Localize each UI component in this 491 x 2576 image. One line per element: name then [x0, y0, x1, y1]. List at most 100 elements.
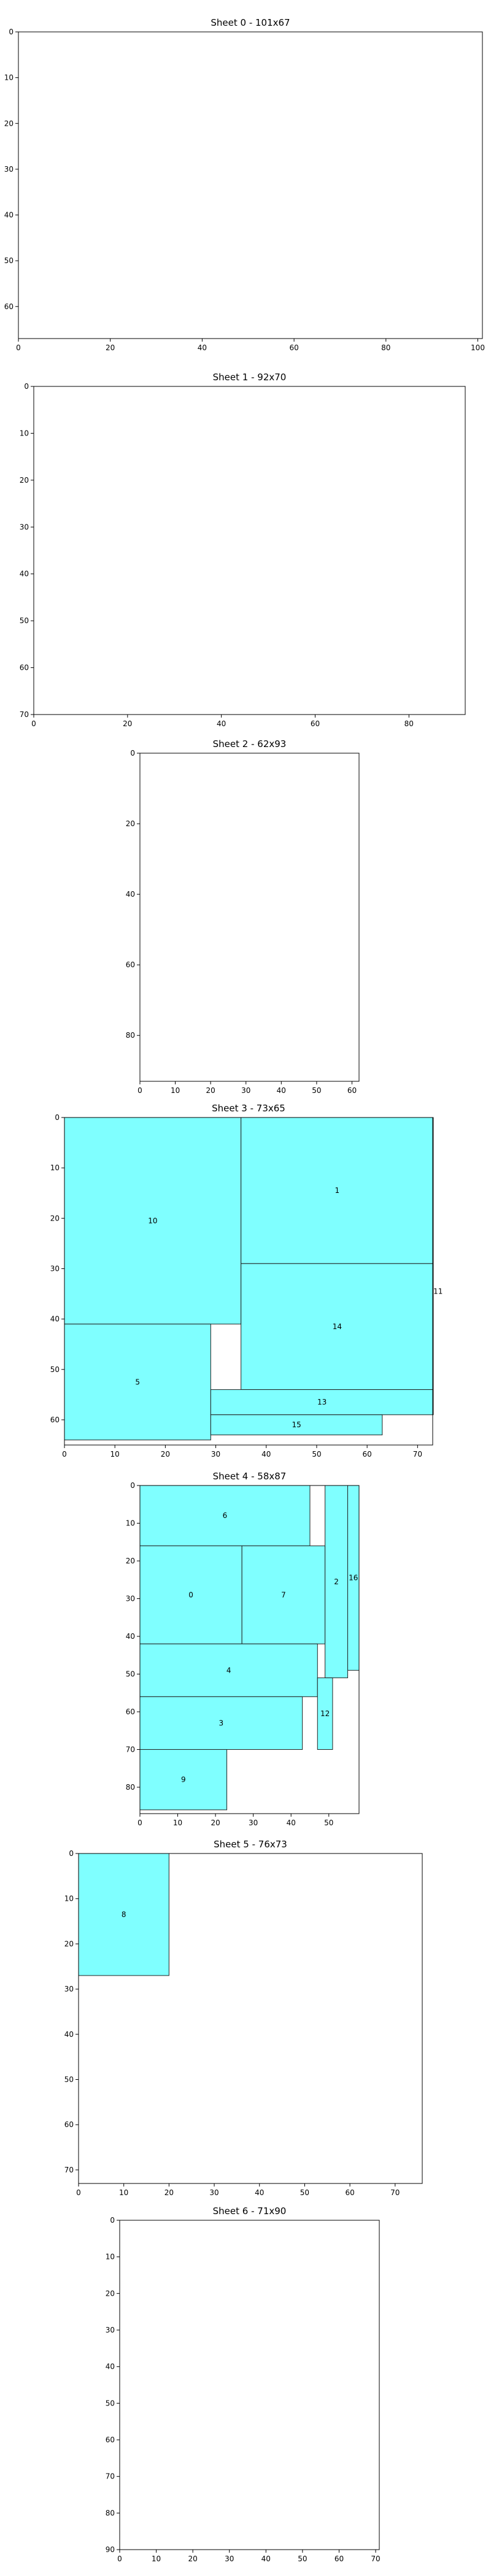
sheet-2-chart: Sheet 2 - 62x93 0 10 20 30 40 50 60 0 20 40 60 80	[126, 738, 360, 1095]
y-tick-label: 10	[64, 1895, 74, 1903]
piece-rect-5	[64, 1324, 211, 1441]
y-tick-label: 40	[126, 890, 135, 899]
x-tick-label: 50	[298, 2555, 307, 2563]
piece-rect-7	[241, 1545, 326, 1644]
y-tick-label: 0	[69, 1849, 74, 1858]
x-tick-label: 0	[62, 1450, 67, 1459]
x-tick-label: 80	[404, 719, 414, 728]
piece-label-14: 14	[333, 1322, 342, 1331]
x-tick-label: 40	[277, 1086, 286, 1095]
y-tick-label: 0	[9, 28, 14, 36]
sheet-0-chart: Sheet 0 - 101x67 0 20 40 60 80 100 0 10 20 30 40 50 6…	[4, 17, 485, 352]
x-tick-label: 10	[119, 2188, 128, 2197]
x-tick-label: 30	[249, 1819, 258, 1827]
x-tick-label: 60	[289, 343, 298, 352]
x-tick-label: 80	[381, 343, 390, 352]
x-tick-label: 60	[345, 2188, 354, 2197]
y-tick-label: 10	[4, 74, 14, 82]
y-tick-label: 60	[126, 960, 135, 969]
y-tick-label: 30	[126, 1594, 135, 1603]
x-tick-label: 40	[261, 1450, 271, 1459]
axes-frame	[18, 31, 483, 339]
x-tick-label: 50	[300, 2188, 309, 2197]
axes-frame	[139, 753, 360, 1082]
piece-rect-14	[241, 1263, 434, 1390]
x-tick-label: 50	[312, 1086, 321, 1095]
y-tick-label: 50	[50, 1365, 60, 1374]
x-tick-label: 0	[137, 1819, 142, 1827]
x-tick-label: 20	[164, 2188, 174, 2197]
y-tick-label: 10	[126, 1519, 135, 1527]
x-tick-label: 20	[188, 2555, 198, 2563]
piece-label-7: 7	[281, 1590, 286, 1599]
piece-label-12: 12	[320, 1709, 330, 1718]
sheet-6-chart: Sheet 6 - 71x90 0 10 20 30 40 50 60 70 0 10 20 30 40 5…	[106, 2206, 381, 2563]
y-tick-label: 50	[64, 2075, 74, 2083]
x-tick-label: 50	[312, 1450, 321, 1459]
y-tick-label: 80	[126, 1031, 135, 1040]
x-tick-label: 40	[261, 2555, 271, 2563]
axes-frame	[64, 1117, 433, 1446]
y-tick-label: 60	[50, 1416, 60, 1424]
piece-rect-12	[317, 1677, 333, 1750]
y-tick-label: 50	[126, 1669, 135, 1678]
y-tick-label: 40	[64, 2030, 74, 2039]
x-tick-label: 20	[206, 1086, 215, 1095]
piece-label-4: 4	[226, 1666, 231, 1674]
y-tick-label: 60	[20, 664, 29, 672]
piece-rect-3	[139, 1696, 303, 1750]
y-tick-label: 40	[4, 211, 14, 220]
y-tick-label: 20	[126, 1557, 135, 1565]
x-tick-label: 30	[225, 2555, 234, 2563]
piece-label-1: 1	[335, 1186, 340, 1195]
y-tick-label: 80	[106, 2509, 115, 2517]
x-tick-label: 40	[287, 1819, 296, 1827]
x-tick-label: 60	[311, 719, 320, 728]
sheet-1-chart: Sheet 1 - 92x70 0 20 40 60 80 0 10 20 30 40 50 60 70	[20, 372, 466, 728]
piece-label-15: 15	[292, 1420, 301, 1429]
y-tick-label: 20	[50, 1214, 60, 1222]
piece-label-3: 3	[219, 1719, 224, 1727]
piece-rect-10	[64, 1117, 242, 1325]
y-tick-label: 20	[20, 476, 29, 485]
x-tick-label: 70	[390, 2188, 400, 2197]
y-tick-label: 20	[4, 119, 14, 128]
piece-rect-4	[139, 1643, 318, 1697]
y-tick-label: 0	[110, 2216, 115, 2225]
piece-label-10: 10	[148, 1216, 157, 1225]
y-tick-label: 20	[126, 819, 135, 828]
y-tick-label: 0	[130, 1481, 135, 1490]
y-tick-label: 30	[20, 523, 29, 531]
axes-frame	[139, 1485, 360, 1814]
y-tick-label: 30	[50, 1264, 60, 1273]
piece-label-13: 13	[317, 1398, 327, 1406]
x-tick-label: 40	[255, 2188, 264, 2197]
x-tick-label: 30	[211, 1450, 220, 1459]
y-tick-label: 70	[126, 1745, 135, 1754]
x-tick-label: 10	[173, 1819, 182, 1827]
x-tick-label: 100	[471, 343, 485, 352]
piece-label-2: 2	[334, 1577, 339, 1586]
y-tick-label: 40	[50, 1315, 60, 1324]
chart-title: Sheet 1 - 92x70	[213, 372, 287, 383]
y-tick-label: 40	[126, 1632, 135, 1641]
piece-label-9: 9	[181, 1776, 186, 1784]
piece-label-0: 0	[188, 1590, 193, 1599]
axes-frame	[78, 1853, 423, 2184]
y-tick-label: 20	[106, 2289, 115, 2298]
y-tick-label: 50	[4, 256, 14, 265]
x-tick-label: 0	[31, 719, 36, 728]
x-tick-label: 20	[211, 1819, 220, 1827]
y-tick-label: 40	[20, 570, 29, 578]
piece-label-11: 11	[433, 1287, 443, 1295]
piece-rect-0	[139, 1545, 242, 1644]
chart-title: Sheet 3 - 73x65	[212, 1103, 285, 1114]
piece-label-8: 8	[122, 1910, 126, 1919]
piece-label-5: 5	[135, 1378, 140, 1386]
piece-label-6: 6	[223, 1511, 228, 1520]
y-tick-label: 90	[106, 2545, 115, 2554]
piece-rect-8	[78, 1853, 169, 1976]
x-tick-label: 0	[137, 1086, 142, 1095]
chart-title: Sheet 2 - 62x93	[213, 738, 287, 749]
y-tick-label: 30	[4, 165, 14, 174]
